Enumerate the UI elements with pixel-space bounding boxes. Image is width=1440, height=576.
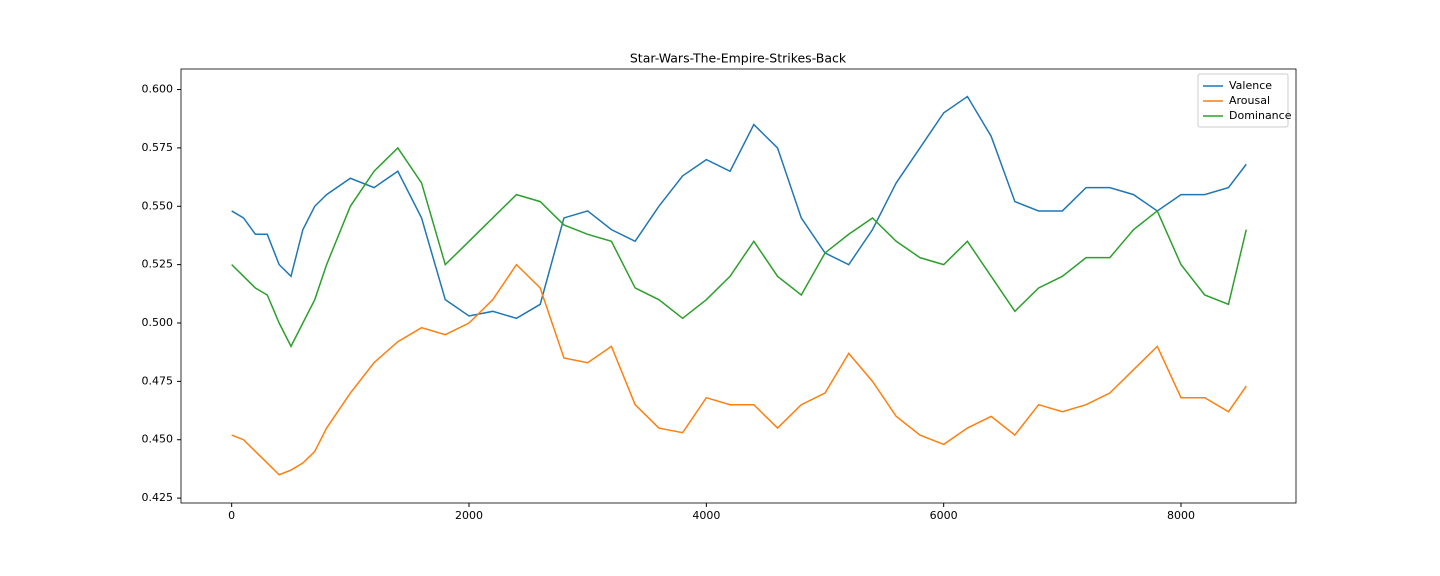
series-line (231, 263, 1247, 476)
y-tick-label: 0.575 (142, 141, 174, 154)
legend-label: Dominance (1229, 109, 1292, 122)
legend-box (1197, 73, 1289, 128)
x-tick-label: 4000 (692, 509, 720, 522)
y-tick-label: 0.525 (142, 258, 174, 271)
y-tick-label: 0.500 (142, 316, 174, 329)
y-tick-label: 0.475 (142, 374, 174, 387)
y-tick-label: 0.425 (142, 491, 174, 504)
x-tick-label: 2000 (455, 509, 483, 522)
y-tick-label: 0.600 (142, 83, 174, 96)
legend-label: Arousal (1229, 94, 1270, 107)
x-tick-label: 6000 (930, 509, 958, 522)
x-tick-label: 0 (228, 509, 235, 522)
legend-label: Valence (1229, 79, 1272, 92)
chart-title: Star-Wars-The-Empire-Strikes-Back (630, 51, 847, 66)
x-tick-label: 8000 (1167, 509, 1195, 522)
series-line (231, 95, 1247, 320)
y-tick-label: 0.550 (142, 199, 174, 212)
legend: Valence Arousal Dominance (1197, 73, 1292, 128)
y-tick-label: 0.450 (142, 433, 174, 446)
plot-frame (180, 68, 1297, 504)
series-line (231, 146, 1248, 349)
